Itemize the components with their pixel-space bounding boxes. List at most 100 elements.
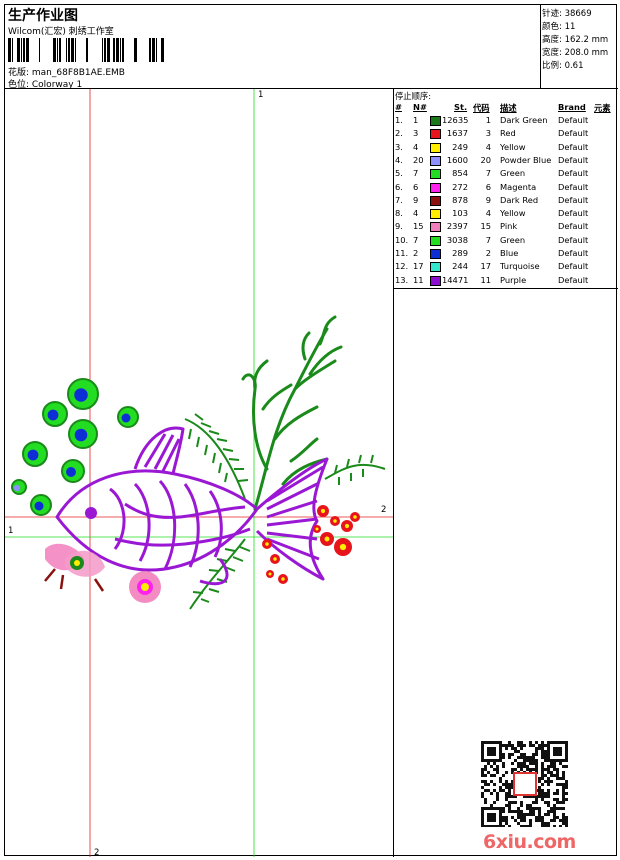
table-row: 3. 4 249 4 Yellow Default [394,142,619,155]
row-stitches: 14471 [442,274,469,285]
row-brand: Default [558,128,589,139]
bubbles [11,378,139,516]
row-index: 12. [395,261,409,272]
colorway-label: 色位: Colorway 1 [8,80,83,90]
row-brand: Default [558,221,589,232]
row-description: Red [500,128,516,139]
table-row: 2. 3 1637 3 Red Default [394,128,619,141]
red-flower-center [265,542,269,546]
design-canvas [5,89,393,857]
red-axis-label-bottom: 2 [94,848,100,858]
color-swatch [430,235,441,246]
row-brand: Default [558,208,589,219]
bubble-core [47,409,59,421]
row-brand: Default [558,141,589,152]
bubble-core [74,428,88,442]
design-scale: 比例: 0.61 [542,61,584,71]
row-description: Green [500,234,526,245]
row-description: Powder Blue [500,154,552,165]
row-no: 1 [413,115,419,125]
row-stitches: 103 [452,208,468,219]
row-code: 4 [485,141,491,152]
row-brand: Default [558,234,589,245]
color-swatch [430,129,441,140]
row-stitches: 249 [452,141,468,152]
row-brand: Default [558,181,589,192]
red-flower-center [324,536,330,542]
stitch-count: 针迹: 38669 [542,9,592,19]
red-flower-center [273,557,277,561]
row-index: 1. [395,115,403,125]
color-swatch [430,155,441,166]
row-code: 7 [485,168,491,179]
row-stitches: 3038 [446,234,468,245]
col-description: 描述 [500,103,517,113]
row-no: 3 [413,128,419,139]
row-index: 6. [395,181,403,192]
row-description: Yellow [500,141,526,152]
row-brand: Default [558,115,589,125]
bubble-core [34,501,44,511]
row-no: 7 [413,168,419,179]
row-code: 20 [480,154,491,165]
row-no: 4 [413,141,419,152]
red-flower-center [315,527,319,531]
studio-name: Wilcom(汇宏) 刺绣工作室 [8,27,114,37]
table-row: 6. 6 272 6 Magenta Default [394,182,619,195]
row-code: 2 [485,248,491,258]
row-brand: Default [558,261,589,272]
col-index: # [395,102,402,112]
row-code: 6 [485,181,491,192]
pink-flowers [44,543,161,603]
row-stitches: 1600 [446,154,468,165]
red-flower-center [268,572,272,576]
col-brand: Brand [558,102,586,112]
color-swatch [430,249,441,259]
fish [55,426,329,586]
bubble-core [13,484,21,492]
row-brand: Default [558,194,589,205]
row-description: Dark Green [500,115,548,125]
color-swatch [430,275,441,286]
col-no: N# [413,102,427,112]
bubble-core [121,413,131,423]
color-count: 颜色: 11 [542,22,576,32]
row-description: Purple [500,274,527,285]
row-stitches: 289 [452,248,468,258]
row-code: 3 [485,128,491,139]
red-flower-center [353,515,357,519]
row-stitches: 2397 [446,221,468,232]
row-index: 7. [395,194,403,205]
row-stitches: 854 [452,168,468,179]
row-brand: Default [558,248,589,258]
green-axis-label-top: 1 [258,90,264,100]
table-row: 4. 20 1600 20 Powder Blue Default [394,155,619,168]
row-brand: Default [558,274,589,285]
row-stitches: 1637 [446,128,468,139]
row-no: 2 [413,248,419,258]
bubble-core [66,467,76,477]
color-swatch [430,195,441,206]
design-filename: 花版: man_68F8B1AE.EMB [8,68,125,78]
row-code: 17 [480,261,491,272]
table-row: 1. 1 12635 1 Dark Green Default [394,115,619,128]
row-index: 9. [395,221,403,232]
row-no: 6 [413,181,419,192]
fish-eye [85,507,97,519]
red-flower-center [281,577,285,581]
row-no: 20 [413,154,424,165]
table-row: 5. 7 854 7 Green Default [394,168,619,181]
row-stitches: 878 [452,194,468,205]
red-flower-center [344,523,350,529]
row-index: 4. [395,154,403,165]
design-width: 宽度: 208.0 mm [542,48,609,58]
row-index: 13. [395,274,409,285]
bubble-core [27,449,39,461]
stop-sequence-table: 停止顺序: # N# St. 代码 描述 Brand 元素 1. 1 12635 1 D… [393,89,618,289]
row-description: Green [500,168,526,179]
blank-panel [393,289,618,857]
row-code: 1 [485,115,491,125]
table-row: 10. 7 3038 7 Green Default [394,235,619,248]
row-no: 15 [413,221,424,232]
color-swatch [430,209,441,220]
